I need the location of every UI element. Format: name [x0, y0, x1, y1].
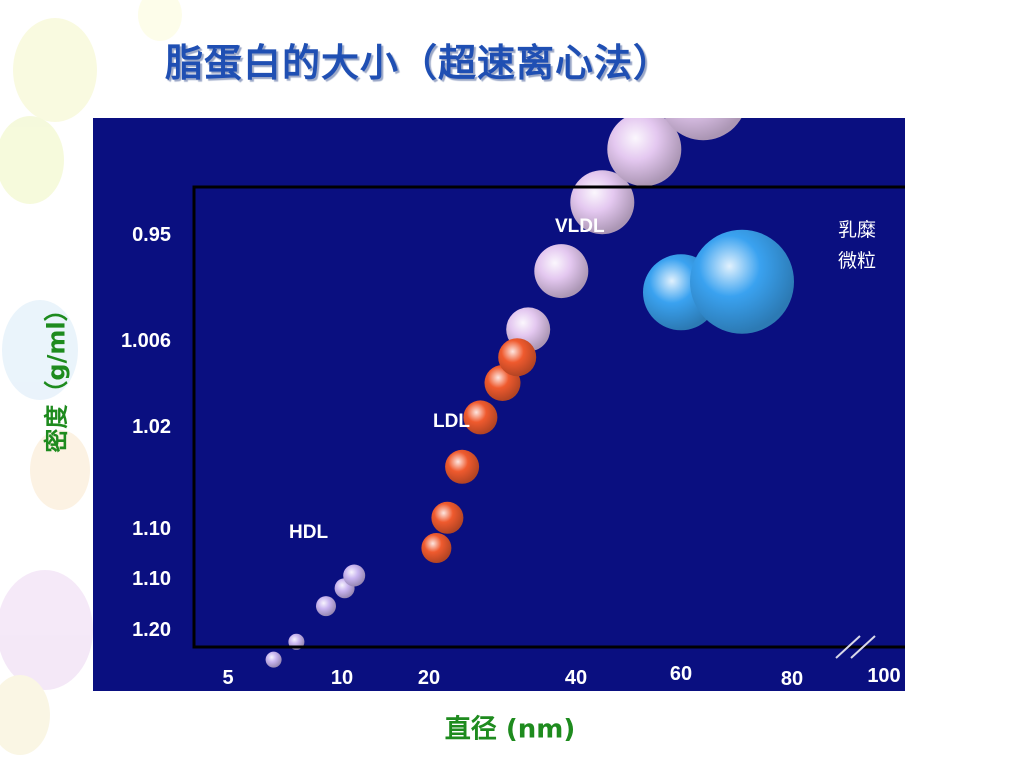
y-tick-label: 1.10	[132, 518, 171, 540]
x-tick-label: 40	[565, 667, 587, 689]
vldl-particle-2	[534, 244, 589, 299]
y-axis-title: 密度（g/ml）	[42, 297, 71, 453]
chylomicron-particle-2	[690, 229, 794, 334]
ldl-particle-4	[463, 400, 498, 435]
y-tick-label: 0.95	[132, 224, 171, 246]
axis-break-mark	[835, 635, 876, 659]
ldl-particle-6	[498, 338, 537, 377]
balloon-decoration-left	[2, 300, 90, 510]
chylomicron-label-line-2: 微粒	[838, 250, 876, 272]
x-tick-label: 100	[867, 665, 900, 687]
series-ldl	[421, 338, 537, 563]
y-tick-label: 1.006	[121, 330, 171, 352]
slide-title: 脂蛋白的大小（超速离心法）	[165, 41, 673, 85]
vldl-particle-5	[664, 118, 742, 141]
x-tick-label: 20	[418, 667, 440, 689]
hdl-particle-5	[343, 564, 366, 587]
ldl-particle-1	[421, 533, 452, 563]
hdl-particle-1	[265, 651, 282, 668]
series-vldl	[506, 118, 742, 352]
ldl-particle-3	[445, 449, 480, 484]
series-chylomicron	[643, 229, 794, 334]
ldl-particle-2	[431, 501, 464, 534]
vldl-label: VLDL	[555, 216, 605, 237]
hdl-particle-3	[316, 596, 336, 617]
hdl-label: HDL	[289, 522, 328, 543]
chart-panel: 0.95 1.006 1.02 1.10 1.10 1.20 5 10 20 40 60 80 100 …	[93, 118, 905, 691]
y-tick-label: 1.20	[132, 619, 171, 641]
x-tick-label: 5	[222, 667, 233, 689]
x-tick-label: 80	[781, 668, 803, 690]
balloon-decoration-top-left	[0, 0, 182, 204]
x-tick-label: 10	[331, 667, 353, 689]
x-tick-label: 60	[670, 663, 692, 685]
chylomicron-label-line-1: 乳糜	[838, 219, 876, 241]
series-hdl	[265, 564, 366, 668]
balloon-decoration-bottom-left	[0, 570, 93, 755]
y-tick-label: 1.02	[132, 416, 171, 438]
ldl-label: LDL	[433, 411, 470, 432]
plot-frame	[192, 185, 905, 649]
x-axis-title: 直径 (nm)	[444, 714, 576, 745]
vldl-particle-4	[607, 118, 682, 187]
y-tick-label: 1.10	[132, 568, 171, 590]
